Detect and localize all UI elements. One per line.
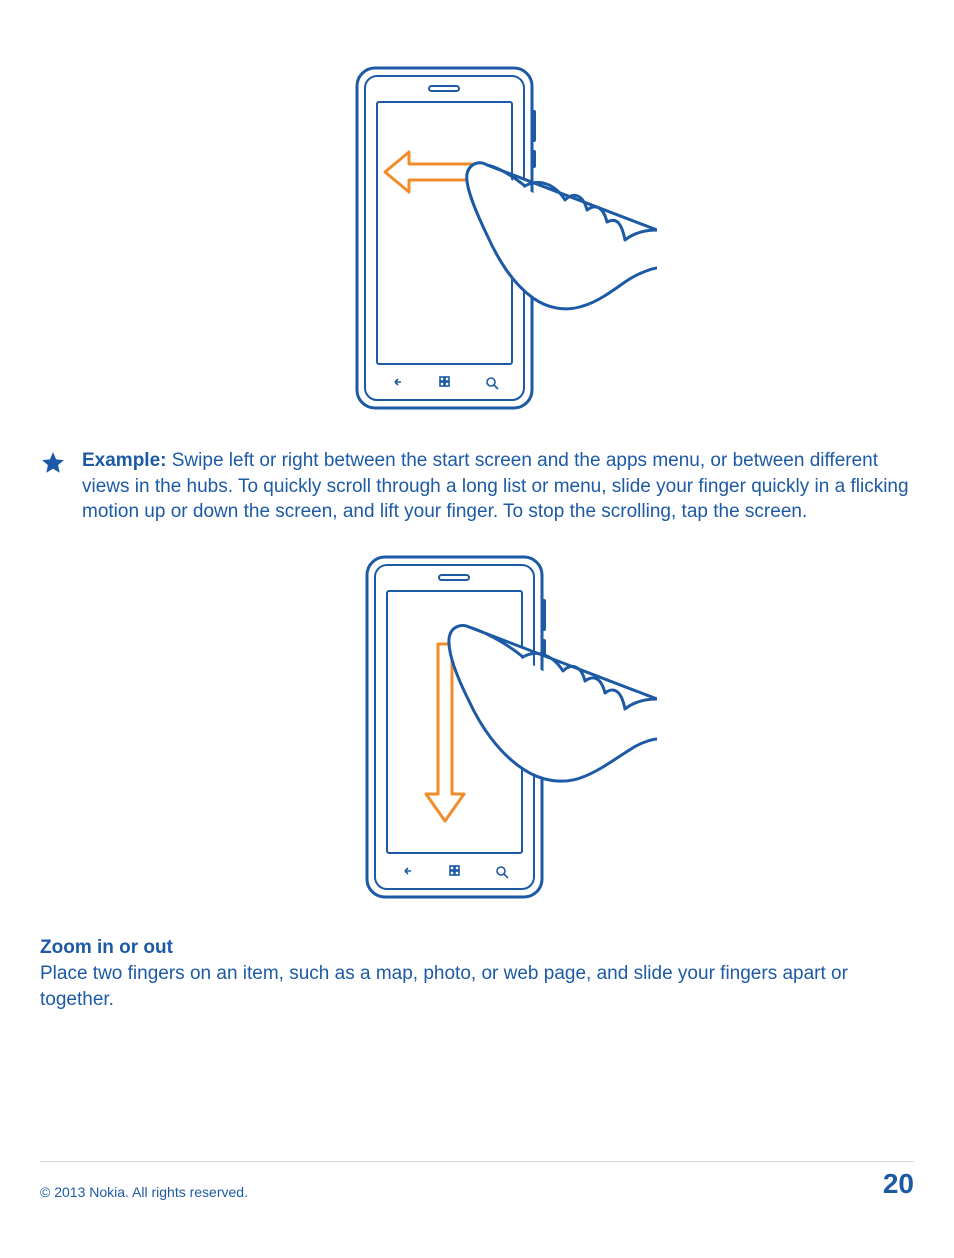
illustration-swipe [40, 60, 914, 420]
illustration-scroll [40, 549, 914, 909]
copyright-text: © 2013 Nokia. All rights reserved. [40, 1184, 248, 1200]
example-body: Swipe left or right between the start sc… [82, 450, 909, 522]
star-icon [40, 450, 66, 481]
page-container: Example: Swipe left or right between the… [0, 0, 954, 1258]
page-number: 20 [883, 1168, 914, 1200]
scroll-diagram-svg [297, 549, 657, 909]
example-text: Example: Swipe left or right between the… [82, 448, 914, 525]
zoom-heading: Zoom in or out [40, 937, 914, 959]
footer-rule [40, 1161, 914, 1162]
swipe-diagram-svg [297, 60, 657, 420]
example-label: Example: [82, 450, 166, 471]
example-block: Example: Swipe left or right between the… [40, 448, 914, 525]
page-footer: © 2013 Nokia. All rights reserved. 20 [40, 1168, 914, 1200]
zoom-body: Place two fingers on an item, such as a … [40, 961, 914, 1012]
